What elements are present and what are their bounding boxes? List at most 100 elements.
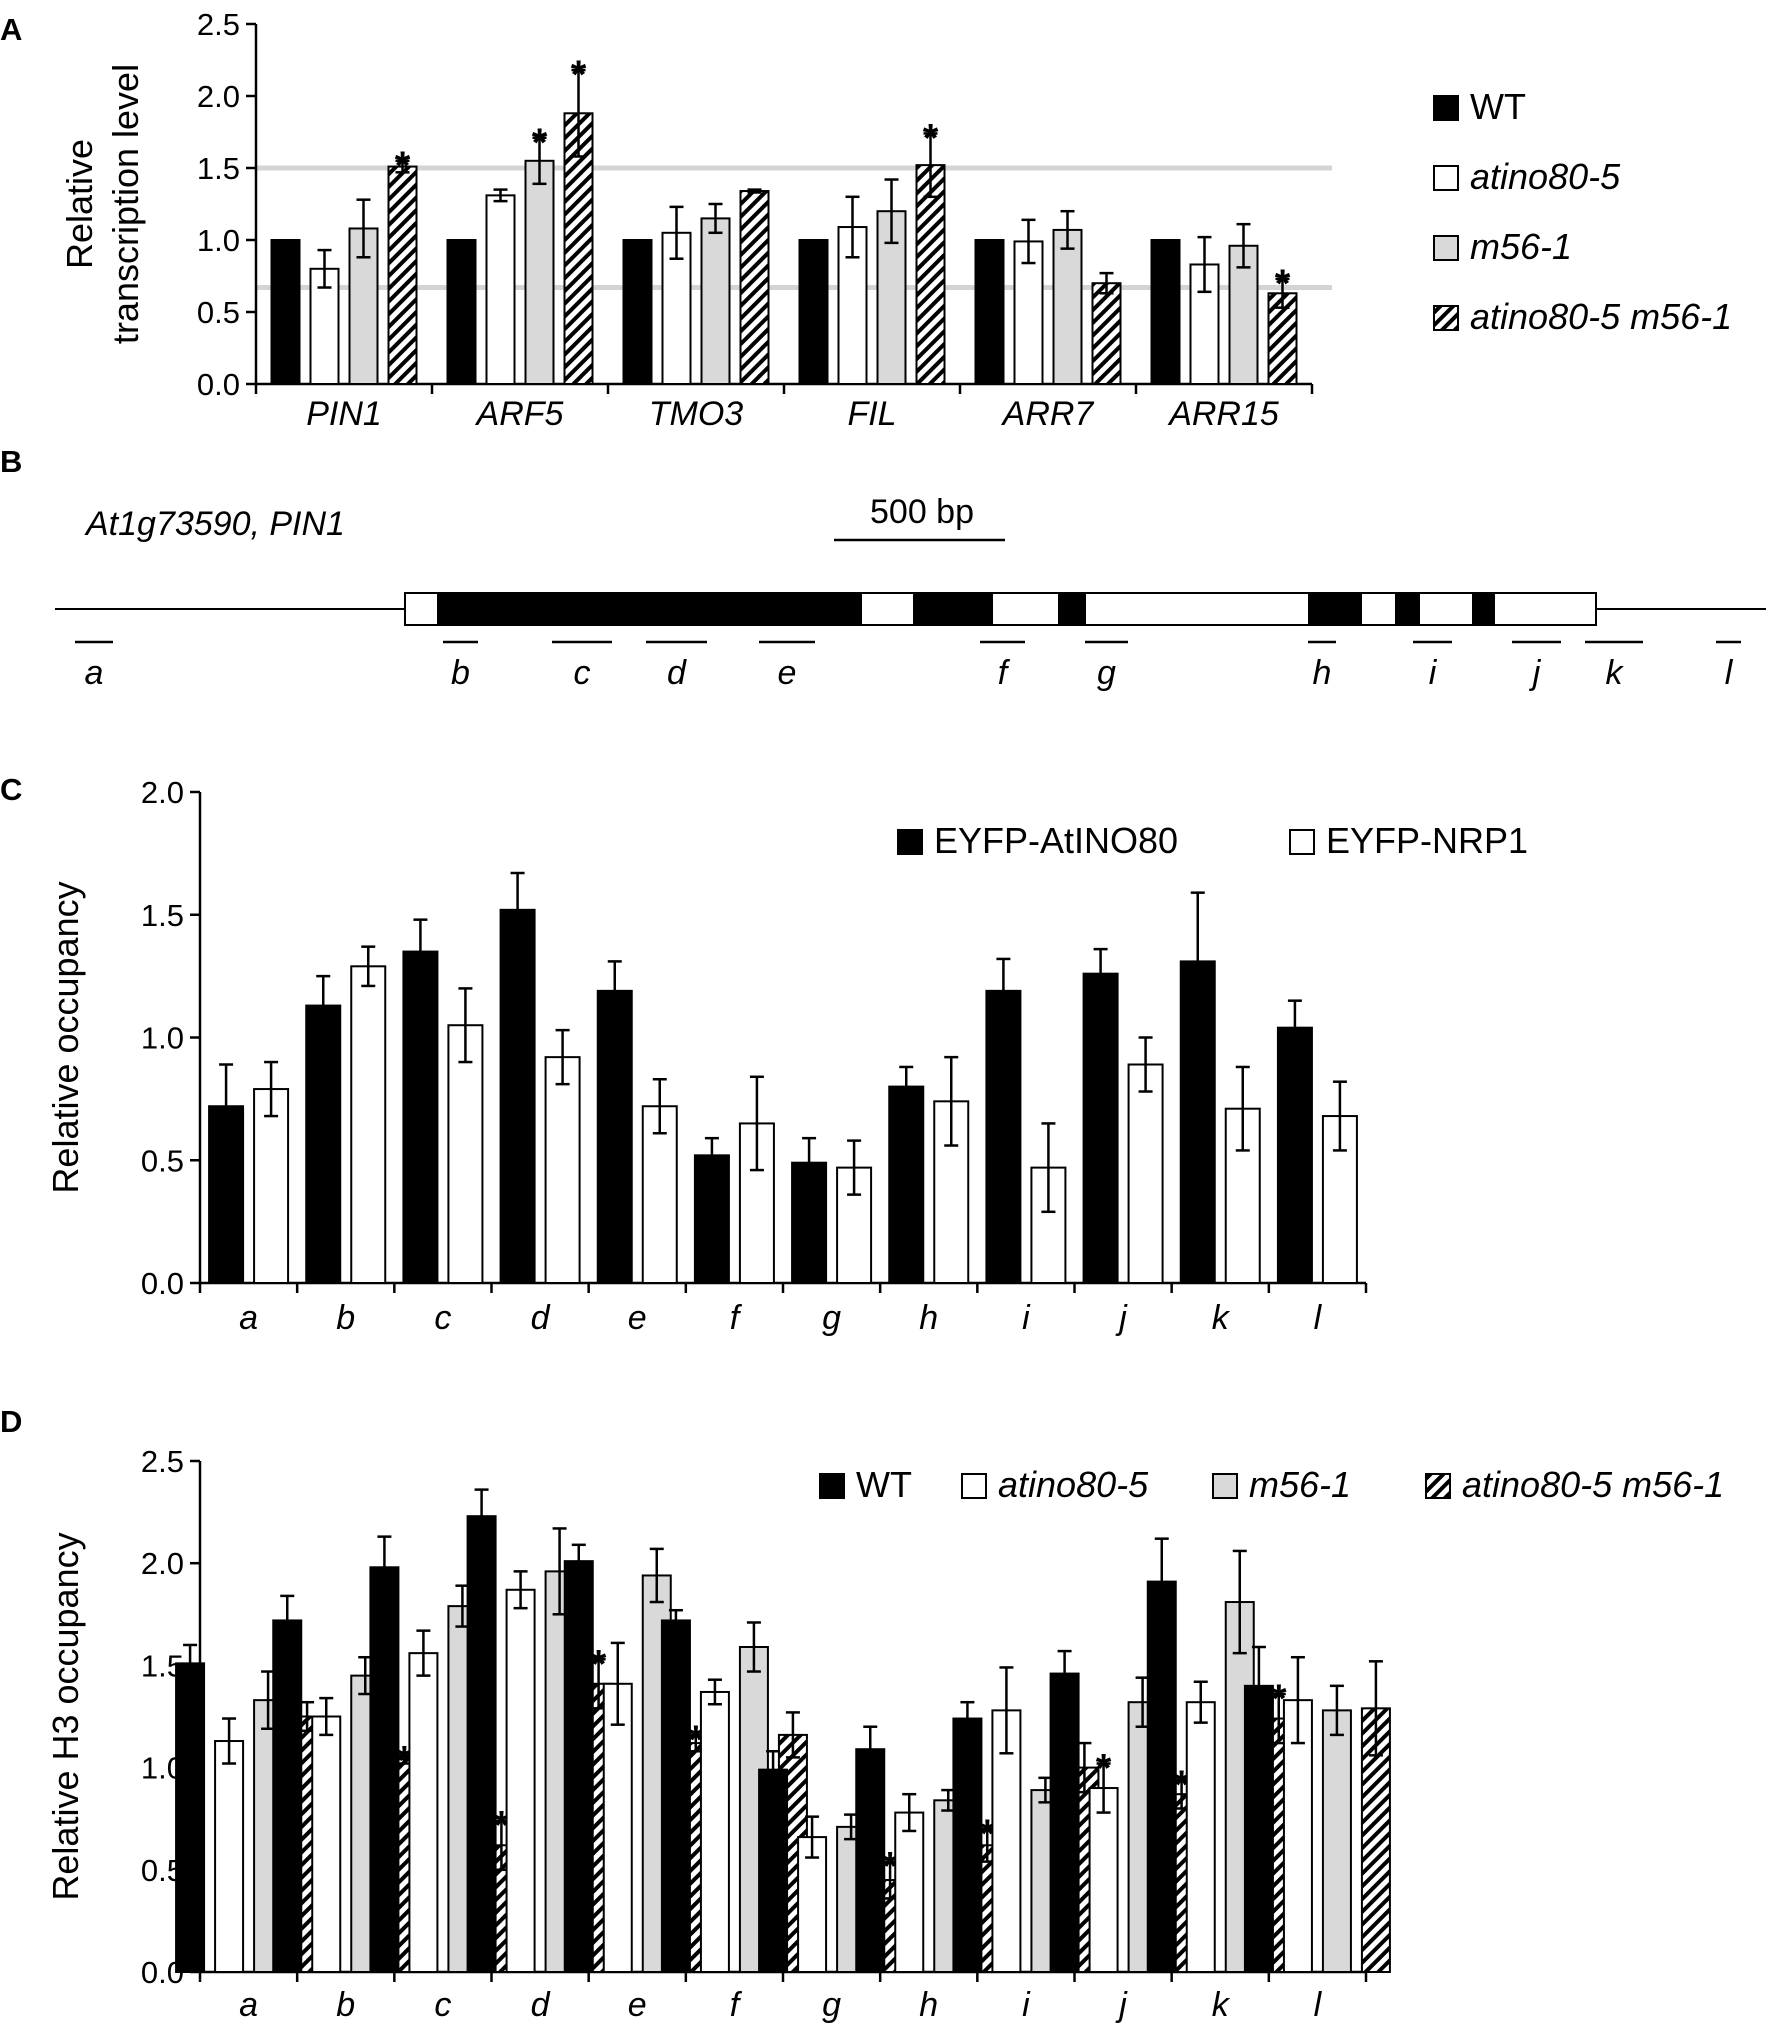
x-category-label: a — [239, 1299, 258, 1337]
significance-star: * — [571, 53, 587, 97]
y-axis-label: transcription level — [105, 64, 146, 344]
bar — [797, 1836, 828, 1973]
x-category-label: e — [628, 1299, 647, 1337]
exon — [437, 593, 862, 625]
panel-b-gene-model: B At1g73590, PIN1 500 bp a b c d e f g h i j k l — [0, 444, 1766, 692]
legend-swatch — [1433, 305, 1459, 331]
legend-swatch — [897, 829, 923, 855]
legend-label: atino80-5 — [998, 1464, 1149, 1505]
fragment-label: c — [574, 654, 591, 692]
x-category-label: j — [1115, 1299, 1128, 1337]
x-category-label: h — [919, 1299, 938, 1337]
bar — [1276, 1026, 1313, 1285]
y-axis-label: Relative occupancy — [45, 881, 86, 1193]
fragment-label: a — [85, 654, 104, 692]
x-category-label: b — [336, 1299, 355, 1337]
legend-label: m56-1 — [1470, 226, 1572, 267]
bar — [915, 164, 946, 385]
bar — [311, 1715, 342, 1973]
bar — [499, 908, 536, 1285]
x-category-label: e — [628, 1986, 647, 2024]
bar — [596, 989, 633, 1284]
fragment-label: g — [1097, 654, 1116, 692]
fragment-label: j — [1529, 654, 1542, 692]
bar — [1146, 1580, 1177, 1973]
exon — [913, 593, 993, 625]
bar — [894, 1811, 925, 1973]
y-tick-label: 2.0 — [197, 79, 240, 114]
scale-bar-label: 500 bp — [870, 493, 974, 531]
bar — [1127, 1063, 1164, 1284]
x-category-label: a — [239, 1986, 258, 2024]
x-category-label: l — [1314, 1986, 1323, 2024]
legend-swatch — [961, 1473, 987, 1499]
exon — [1308, 593, 1362, 625]
legend-label: WT — [856, 1464, 912, 1505]
significance-star: * — [532, 121, 548, 165]
bar — [974, 239, 1005, 385]
bar — [447, 1024, 484, 1284]
bar — [350, 965, 387, 1284]
x-category-label: g — [822, 1299, 841, 1337]
bar — [446, 239, 477, 385]
bar — [272, 1619, 303, 1973]
bar — [985, 989, 1022, 1284]
legend: WT atino80-5 m56-1 atino80-5 m56-1 — [1433, 86, 1732, 337]
x-category-label: ARR15 — [1167, 395, 1279, 433]
x-category-label: c — [434, 1986, 451, 2024]
bar — [1185, 1701, 1216, 1974]
bar — [699, 1690, 730, 1974]
fragment-labels: a b c d e f g h i j k l — [75, 640, 1741, 692]
x-category-label: c — [434, 1299, 451, 1337]
x-category-label: j — [1115, 1986, 1128, 2024]
bar — [208, 1105, 245, 1284]
bar — [305, 1004, 342, 1285]
exon — [1395, 593, 1420, 625]
x-category-label: d — [531, 1299, 551, 1337]
x-category-label: i — [1022, 1986, 1031, 2024]
bar — [387, 165, 418, 385]
x-category-label: k — [1212, 1986, 1231, 2024]
significance-star: * — [591, 1642, 607, 1686]
x-category-label: FIL — [847, 395, 896, 433]
chart-a-transcription: 0.0 0.5 1.0 1.5 2.0 2.5 Relative transcription … — [59, 7, 1732, 433]
bar — [466, 1515, 497, 1973]
bar — [524, 159, 555, 385]
y-tick-label: 1.5 — [141, 898, 184, 933]
bar — [270, 239, 301, 385]
bar — [855, 1748, 886, 1973]
y-tick-label: 0.5 — [197, 295, 240, 330]
y-axis-label: Relative H3 occupancy — [45, 1532, 86, 1900]
y-tick-label: 2.0 — [141, 775, 184, 810]
legend-swatch — [1425, 1473, 1451, 1499]
y-tick-label: 0.0 — [141, 1266, 184, 1301]
bar — [1091, 282, 1122, 386]
bar — [1243, 1684, 1274, 1973]
bar — [253, 1088, 290, 1285]
legend-label: EYFP-AtINO80 — [934, 820, 1178, 861]
y-tick-label: 2.5 — [141, 1444, 184, 1479]
gene-title: At1g73590, PIN1 — [84, 505, 345, 543]
y-tick-label: 2.5 — [197, 7, 240, 42]
legend: EYFP-AtINO80 EYFP-NRP1 — [897, 820, 1528, 861]
bar — [739, 190, 770, 385]
legend-swatch — [1433, 95, 1459, 121]
bar — [641, 1105, 678, 1284]
legend-label: EYFP-NRP1 — [1326, 820, 1528, 861]
significance-star: * — [1096, 1747, 1112, 1791]
legend: WT atino80-5 m56-1 atino80-5 m56-1 — [819, 1464, 1724, 1505]
legend-label: atino80-5 — [1470, 156, 1621, 197]
bar — [798, 239, 829, 385]
bar — [1228, 244, 1259, 385]
x-category-label: l — [1314, 1299, 1323, 1337]
x-category-label: g — [822, 1986, 841, 2024]
bar — [693, 1154, 730, 1284]
y-tick-label: 1.5 — [197, 151, 240, 186]
bar — [700, 217, 731, 385]
exon — [1058, 593, 1086, 625]
x-category-label: PIN1 — [306, 395, 382, 433]
panel-a-letter: A — [0, 12, 22, 47]
bar — [888, 1085, 925, 1284]
